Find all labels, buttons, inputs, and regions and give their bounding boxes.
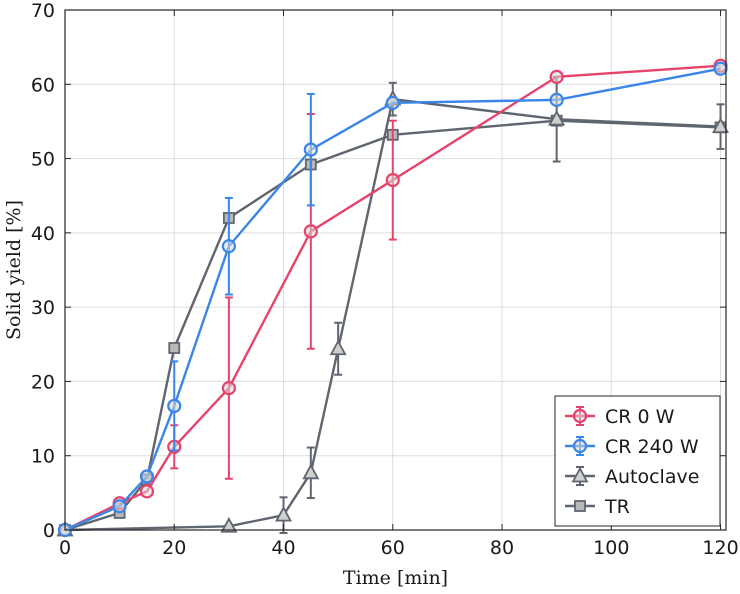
y-tick-label: 70 [31, 0, 55, 22]
legend-marker-autoclave [571, 466, 589, 483]
plot-frame [64, 9, 727, 531]
data-point-cr-240-w [549, 92, 564, 107]
legend-label-autoclave: Autoclave [605, 466, 699, 488]
x-tick-label: 100 [593, 537, 629, 559]
y-tick-label: 30 [31, 297, 55, 319]
legend-label-tr: TR [604, 496, 630, 518]
data-point-cr-0-w [139, 484, 155, 499]
data-point-cr-240-w [385, 95, 400, 110]
data-point-autoclave [302, 463, 320, 480]
data-point-cr-240-w [139, 469, 155, 484]
data-point-cr-240-w [112, 499, 127, 514]
y-tick-label: 40 [31, 223, 55, 245]
legend-entry-autoclave: Autoclave [565, 466, 699, 488]
x-axis-label: Time [min] [343, 567, 448, 589]
x-tick-label: 40 [271, 537, 295, 559]
y-tick-label: 20 [31, 371, 55, 393]
legend-label-cr-240-w: CR 240 W [605, 436, 699, 458]
data-point-cr-240-w [221, 239, 236, 254]
x-tick-label: 20 [162, 537, 186, 559]
legend-entry-cr-240-w: CR 240 W [565, 436, 699, 458]
data-point-cr-0-w [549, 69, 564, 84]
data-point-tr [168, 342, 181, 354]
tick-marks [64, 9, 726, 531]
y-tick-labels: 0 10 20 30 40 50 60 70 [31, 0, 55, 542]
legend-label-cr-0-w: CR 0 W [605, 406, 675, 428]
data-point-autoclave [712, 117, 730, 134]
x-tick-labels: 0 20 40 60 80 100 120 [59, 537, 739, 559]
data-point-autoclave [220, 516, 238, 533]
legend-marker-cr-0-w [572, 408, 588, 424]
y-tick-label: 60 [31, 74, 55, 96]
data-point-autoclave [329, 339, 347, 356]
x-tick-label: 60 [381, 537, 405, 559]
x-tick-label: 120 [702, 537, 738, 559]
x-tick-label: 80 [490, 537, 514, 559]
data-point-cr-0-w [303, 224, 318, 239]
legend-entry-tr: TR [565, 496, 630, 518]
data-point-cr-240-w [713, 61, 728, 76]
x-tick-label: 0 [59, 537, 71, 559]
y-tick-label: 0 [43, 520, 55, 542]
data-point-autoclave [275, 505, 293, 522]
data-point-autoclave [548, 109, 566, 126]
y-tick-label: 50 [31, 149, 55, 171]
legend-entry-cr-0-w: CR 0 W [565, 406, 675, 428]
data-point-cr-240-w [167, 398, 182, 414]
series-line-autoclave [64, 97, 721, 532]
legend-marker-tr [574, 500, 586, 512]
data-point-cr-0-w [221, 381, 236, 396]
data-point-cr-240-w [303, 142, 318, 157]
y-axis-label: Solid yield [%] [3, 200, 25, 340]
y-tick-label: 10 [31, 446, 55, 468]
legend: CR 0 W CR 240 W Autoclave TR [554, 395, 721, 527]
legend-marker-cr-240-w [572, 438, 588, 454]
series-autoclave [56, 75, 730, 537]
data-point-cr-0-w [385, 173, 400, 188]
